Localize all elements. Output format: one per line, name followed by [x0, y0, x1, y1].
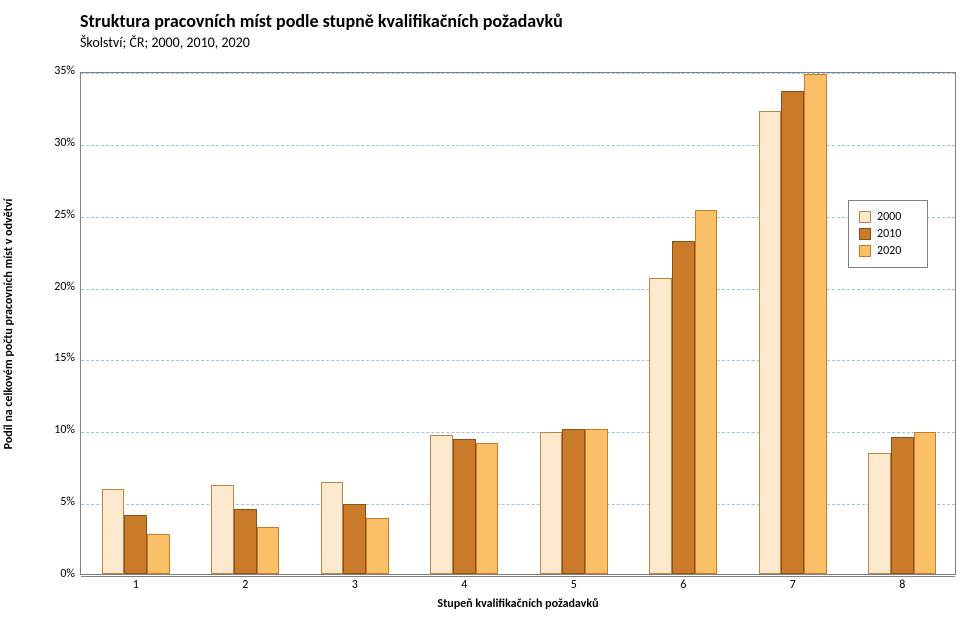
y-tick-label: 25%	[54, 208, 75, 222]
x-tick-label: 6	[680, 578, 686, 592]
y-tick-label: 10%	[54, 423, 75, 437]
x-tick-label: 5	[571, 578, 577, 592]
legend-item: 2000	[859, 209, 917, 226]
bar	[453, 439, 476, 574]
y-tick-label: 15%	[54, 351, 75, 365]
legend-swatch	[859, 228, 871, 240]
bar	[321, 482, 344, 574]
bar	[649, 278, 672, 574]
x-axis-label: Stupeň kvalifikačních požadavků	[437, 597, 598, 611]
legend-label: 2000	[877, 209, 901, 226]
chart-title: Struktura pracovních míst podle stupně k…	[80, 10, 563, 32]
bar	[891, 437, 914, 574]
legend-item: 2010	[859, 226, 917, 243]
y-tick-label: 30%	[54, 136, 75, 150]
x-tick-label: 3	[352, 578, 358, 592]
legend-label: 2020	[877, 243, 901, 260]
y-tick-label: 20%	[54, 280, 75, 294]
bar	[804, 74, 827, 574]
chart-subtitle: Školství; ČR; 2000, 2010, 2020	[80, 34, 250, 51]
bar	[343, 504, 366, 574]
bar	[430, 435, 453, 574]
bar	[868, 453, 891, 574]
plot-area: 0%5%10%15%20%25%30%35%12345678	[80, 72, 956, 575]
x-tick-label: 7	[790, 578, 796, 592]
bar	[914, 432, 937, 574]
y-tick-label: 0%	[60, 567, 75, 581]
y-tick-label: 5%	[60, 495, 75, 509]
bar	[672, 241, 695, 574]
bar	[781, 91, 804, 574]
y-axis-label: Podíl na celkovém počtu pracovních míst …	[2, 198, 16, 449]
bar	[476, 443, 499, 574]
legend-item: 2020	[859, 243, 917, 260]
bar	[540, 432, 563, 574]
bar	[759, 111, 782, 574]
bar	[366, 518, 389, 574]
legend: 200020102020	[848, 200, 928, 268]
bar	[102, 489, 125, 574]
bar	[147, 534, 170, 574]
bar	[695, 210, 718, 574]
bar	[257, 527, 280, 574]
x-tick-label: 4	[461, 578, 467, 592]
legend-label: 2010	[877, 226, 901, 243]
bar	[234, 509, 257, 574]
x-tick-label: 2	[242, 578, 248, 592]
chart-container: Struktura pracovních míst podle stupně k…	[0, 0, 978, 633]
x-tick-label: 8	[899, 578, 905, 592]
y-tick-label: 35%	[54, 64, 75, 78]
legend-swatch	[859, 211, 871, 223]
bar	[211, 485, 234, 574]
legend-swatch	[859, 245, 871, 257]
bar	[562, 429, 585, 574]
x-tick-label: 1	[133, 578, 139, 592]
bar	[124, 515, 147, 574]
bar	[585, 429, 608, 574]
baseline	[81, 576, 955, 577]
